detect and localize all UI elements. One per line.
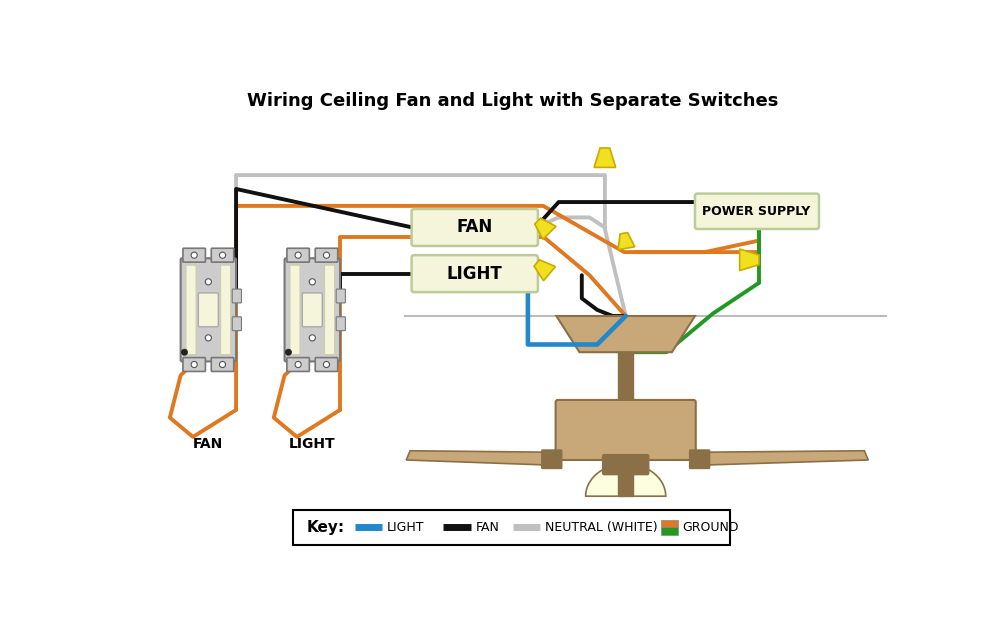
Circle shape [323, 252, 330, 258]
Text: Wiring Ceiling Fan and Light with Separate Switches: Wiring Ceiling Fan and Light with Separa… [247, 92, 778, 110]
Bar [618, 352, 633, 402]
Circle shape [295, 252, 301, 258]
Polygon shape [556, 316, 695, 352]
Bar [661, 519, 678, 528]
FancyBboxPatch shape [232, 289, 241, 303]
Polygon shape [406, 451, 558, 466]
Text: LIGHT: LIGHT [289, 437, 336, 451]
FancyBboxPatch shape [315, 248, 338, 262]
FancyBboxPatch shape [315, 357, 338, 371]
Text: LIGHT: LIGHT [447, 264, 503, 282]
FancyBboxPatch shape [336, 317, 345, 331]
Polygon shape [740, 249, 759, 271]
Polygon shape [534, 260, 555, 281]
FancyBboxPatch shape [412, 209, 538, 246]
FancyBboxPatch shape [695, 194, 819, 229]
FancyBboxPatch shape [336, 289, 345, 303]
Polygon shape [586, 464, 666, 496]
FancyBboxPatch shape [325, 265, 335, 354]
FancyBboxPatch shape [181, 258, 236, 361]
FancyBboxPatch shape [287, 357, 309, 371]
Circle shape [219, 252, 226, 258]
Text: LIGHT: LIGHT [387, 521, 424, 534]
Text: FAN: FAN [457, 219, 493, 236]
FancyBboxPatch shape [285, 258, 340, 361]
Polygon shape [594, 148, 616, 168]
Circle shape [205, 335, 211, 341]
Text: POWER SUPPLY: POWER SUPPLY [702, 205, 811, 217]
Circle shape [181, 349, 188, 355]
Text: FAN: FAN [476, 521, 499, 534]
FancyBboxPatch shape [290, 265, 300, 354]
FancyBboxPatch shape [542, 450, 562, 469]
Circle shape [205, 279, 211, 285]
Circle shape [219, 361, 226, 368]
Circle shape [191, 361, 197, 368]
Circle shape [285, 349, 292, 355]
FancyBboxPatch shape [232, 317, 241, 331]
FancyBboxPatch shape [412, 255, 538, 292]
Text: Key:: Key: [307, 520, 345, 535]
FancyBboxPatch shape [302, 293, 322, 327]
Circle shape [323, 361, 330, 368]
Text: NEUTRAL (WHITE): NEUTRAL (WHITE) [545, 521, 657, 534]
Bar [618, 473, 633, 496]
FancyBboxPatch shape [183, 248, 205, 262]
FancyBboxPatch shape [221, 265, 231, 354]
Circle shape [309, 279, 315, 285]
FancyBboxPatch shape [690, 450, 710, 469]
FancyBboxPatch shape [287, 248, 309, 262]
FancyBboxPatch shape [293, 510, 730, 545]
FancyBboxPatch shape [183, 357, 205, 371]
Polygon shape [535, 218, 556, 239]
Text: FAN: FAN [193, 437, 223, 451]
Polygon shape [618, 232, 635, 250]
Polygon shape [693, 451, 868, 466]
Circle shape [309, 335, 315, 341]
Circle shape [191, 252, 197, 258]
FancyBboxPatch shape [198, 293, 218, 327]
Bar [661, 528, 678, 535]
FancyBboxPatch shape [211, 357, 234, 371]
FancyBboxPatch shape [186, 265, 196, 354]
Circle shape [295, 361, 301, 368]
FancyBboxPatch shape [603, 454, 649, 474]
FancyBboxPatch shape [211, 248, 234, 262]
FancyBboxPatch shape [556, 400, 696, 460]
Text: GROUND: GROUND [683, 521, 739, 534]
